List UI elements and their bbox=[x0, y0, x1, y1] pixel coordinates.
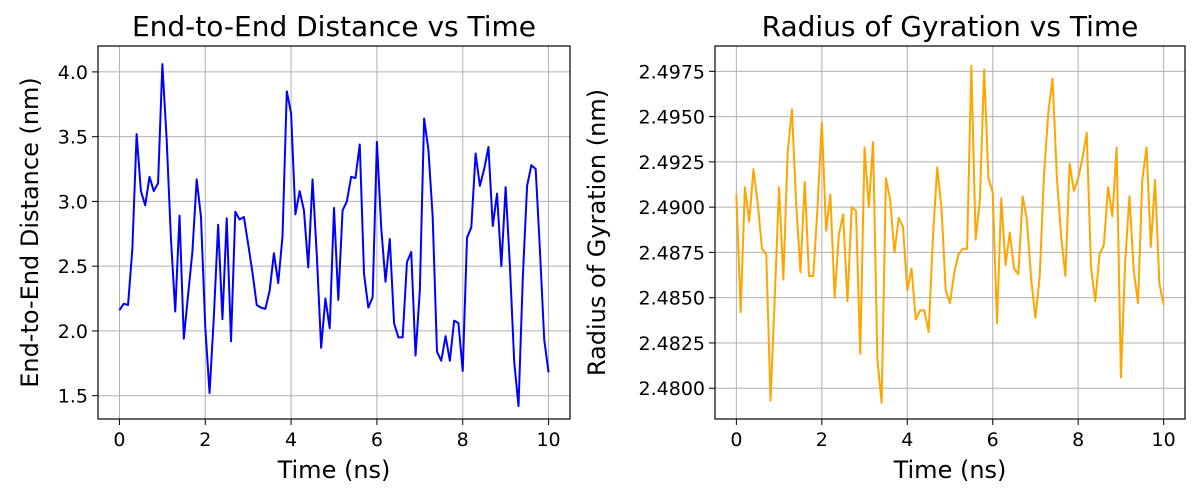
y-tick-label: 2.4950 bbox=[639, 107, 705, 129]
y-tick-label: 3.5 bbox=[58, 127, 88, 149]
y-tick-label: 2.4800 bbox=[639, 378, 705, 400]
x-tick-label: 2 bbox=[816, 429, 828, 451]
plot-frame bbox=[714, 45, 1186, 420]
chart-end-to-end-distance: 0 2 4 6 8 10 1.5 2.0 2.5 3.0 3.5 4.0 End-to-End Dist… bbox=[16, 10, 571, 484]
x-tick-label: 10 bbox=[1152, 429, 1176, 451]
y-tick-label: 2.4925 bbox=[639, 152, 705, 174]
y-tick-label: 4.0 bbox=[58, 62, 88, 84]
chart-radius-of-gyration: 0 2 4 6 8 10 2.4800 2.4825 2.4850 2.4875 2.4900 2.4… bbox=[583, 10, 1186, 484]
chart-title: End-to-End Distance vs Time bbox=[132, 10, 536, 43]
y-tick-label: 2.5 bbox=[58, 256, 88, 278]
series-line bbox=[118, 63, 550, 408]
x-tick-label: 8 bbox=[1072, 429, 1084, 451]
y-tick-label: 2.4975 bbox=[639, 61, 705, 83]
x-axis-label: Time (ns) bbox=[893, 456, 1007, 484]
x-tick-label: 10 bbox=[536, 429, 560, 451]
x-tick-label: 2 bbox=[199, 429, 211, 451]
y-tick-label: 2.4850 bbox=[639, 288, 705, 310]
x-tick-label: 4 bbox=[285, 429, 297, 451]
y-axis-label: Radius of Gyration (nm) bbox=[583, 89, 611, 376]
x-tick-label: 6 bbox=[371, 429, 383, 451]
y-tick-label: 2.0 bbox=[58, 321, 88, 343]
y-tick-label: 2.4875 bbox=[639, 242, 705, 264]
chart-title: Radius of Gyration vs Time bbox=[762, 10, 1139, 43]
y-axis-label: End-to-End Distance (nm) bbox=[16, 77, 44, 388]
x-tick-label: 6 bbox=[987, 429, 999, 451]
x-tick-label: 4 bbox=[901, 429, 913, 451]
x-tick-label: 8 bbox=[457, 429, 469, 451]
y-tick-label: 2.4900 bbox=[639, 197, 705, 219]
y-tick-label: 1.5 bbox=[58, 386, 88, 408]
x-tick-label: 0 bbox=[730, 429, 742, 451]
x-axis-label: Time (ns) bbox=[277, 456, 391, 484]
x-tick-label: 0 bbox=[113, 429, 125, 451]
y-tick-label: 3.0 bbox=[58, 191, 88, 213]
y-tick-label: 2.4825 bbox=[639, 333, 705, 355]
plot-frame bbox=[97, 45, 571, 420]
series-line bbox=[735, 64, 1165, 404]
